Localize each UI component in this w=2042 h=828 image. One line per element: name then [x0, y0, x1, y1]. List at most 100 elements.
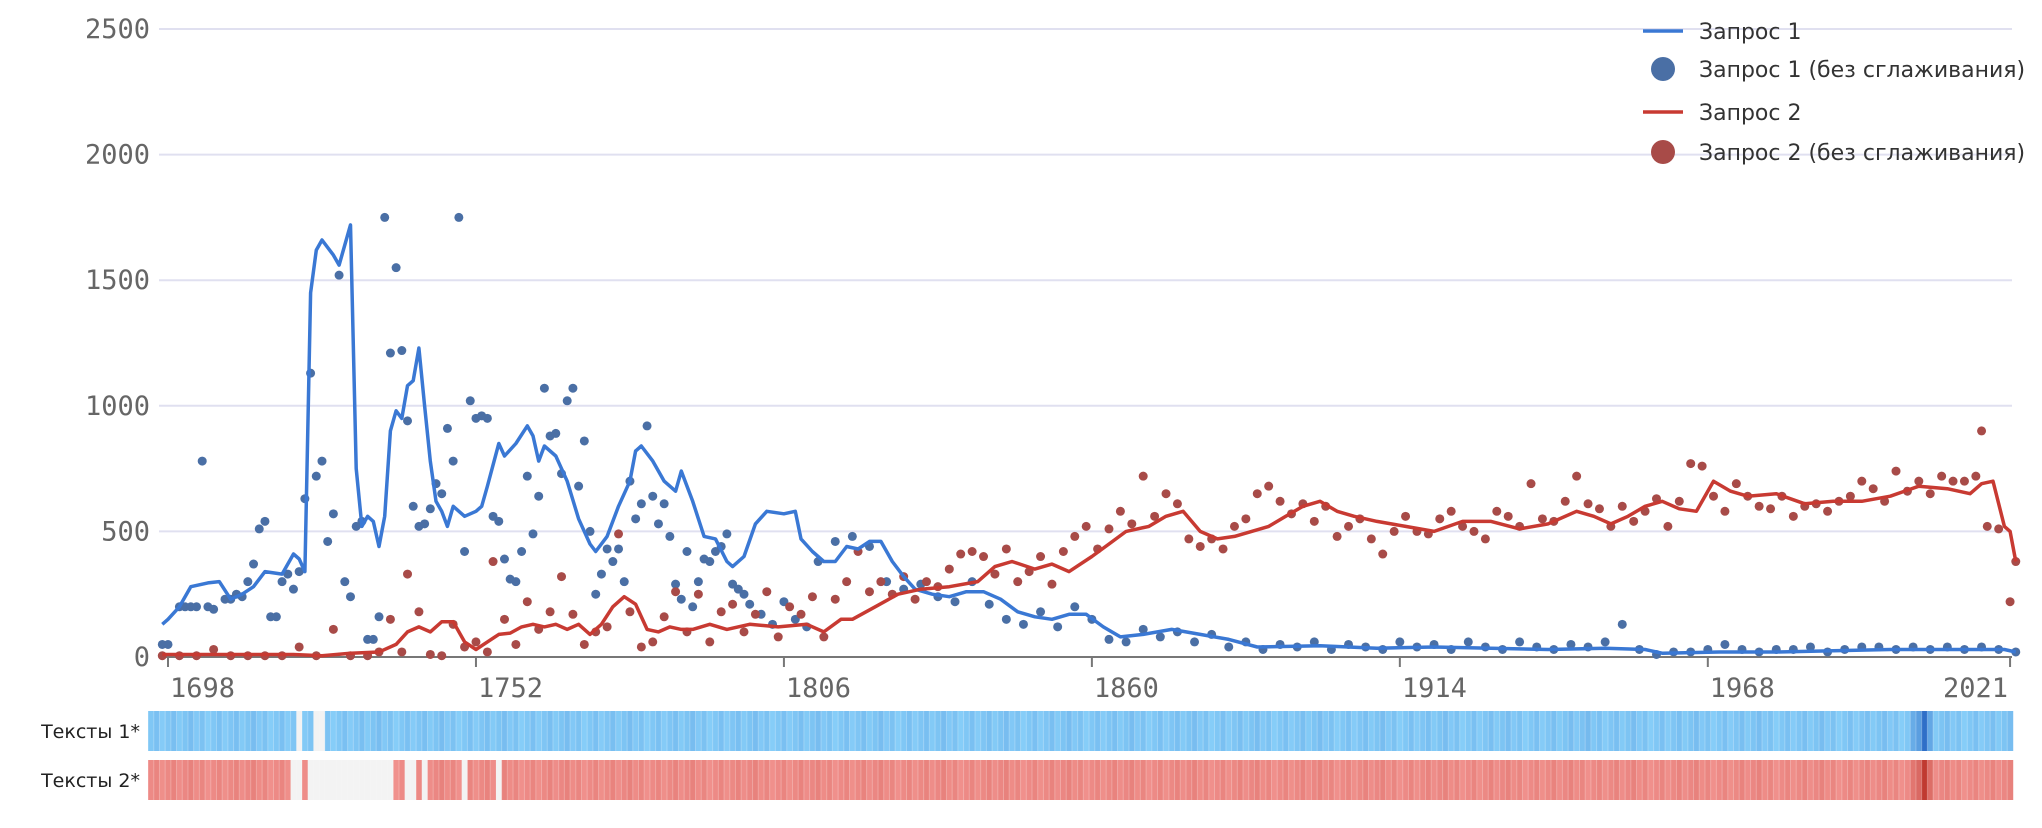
data-point-q1	[1395, 637, 1405, 647]
heatmap-cell	[153, 760, 160, 800]
heatmap-cell	[1659, 711, 1666, 751]
heatmap-cell	[1368, 760, 1375, 800]
heatmap-cell	[627, 711, 634, 751]
heatmap-cell	[1579, 760, 1586, 800]
heatmap-cell	[1357, 760, 1364, 800]
data-point-q1	[619, 577, 629, 587]
data-point-q1	[163, 639, 173, 649]
heatmap-cell	[1368, 711, 1375, 751]
heatmap-cell	[1185, 711, 1192, 751]
heatmap-cell-empty	[296, 760, 303, 800]
legend-item-q1-raw[interactable]: Запрос 1 (без сглаживания)	[1651, 57, 2025, 83]
heatmap-cell	[963, 711, 970, 751]
data-point-q1	[1515, 637, 1525, 647]
series-lines	[161, 223, 2018, 658]
data-point-q1	[294, 567, 304, 577]
heatmap-cell	[843, 711, 850, 751]
heatmap-cell	[216, 760, 223, 800]
data-point-q1	[380, 212, 390, 222]
data-point-q1	[340, 577, 350, 587]
heatmap-cell	[689, 711, 696, 751]
data-point-q2	[1868, 484, 1878, 494]
heatmap-cell	[501, 711, 508, 751]
data-point-q2	[1264, 481, 1274, 491]
heatmap-cell	[1813, 760, 1820, 800]
heatmap-cell	[1522, 760, 1529, 800]
heatmap-cell	[1733, 711, 1740, 751]
data-point-q2	[1709, 491, 1719, 501]
heatmap-cell	[1967, 760, 1974, 800]
data-point-q2	[864, 587, 874, 597]
heatmap-cell	[170, 760, 177, 800]
heatmap-cell	[1744, 760, 1751, 800]
heatmap-cell	[1220, 711, 1227, 751]
data-point-q2	[1937, 471, 1947, 481]
heatmap-cell	[1978, 760, 1985, 800]
data-point-q1	[591, 589, 601, 599]
legend-dot-q1	[1651, 57, 1675, 81]
heatmap-cell	[1237, 760, 1244, 800]
data-point-q2	[773, 632, 783, 642]
heatmap-cell	[1225, 760, 1232, 800]
heatmap-cell	[986, 711, 993, 751]
data-point-q2	[1241, 514, 1251, 524]
data-point-q2	[1161, 489, 1171, 499]
heatmap-cell	[1687, 760, 1694, 800]
heatmap-cell	[1568, 760, 1575, 800]
heatmap-cell	[1881, 760, 1888, 800]
heatmap-cell	[912, 760, 919, 800]
legend-item-q1[interactable]: Запрос 1	[1643, 20, 1801, 45]
data-point-q1	[374, 612, 384, 622]
heatmap-cell	[1163, 711, 1170, 751]
heatmap-cell	[1830, 760, 1837, 800]
legend-item-q2[interactable]: Запрос 2	[1643, 101, 1801, 126]
heatmap-cell	[735, 711, 742, 751]
heatmap-cell	[1870, 711, 1877, 751]
heatmap-cell	[182, 711, 189, 751]
heatmap-cell	[1214, 711, 1221, 751]
heatmap-cell	[1248, 760, 1255, 800]
series-line-q2	[162, 479, 2018, 658]
heatmap-cell	[1653, 760, 1660, 800]
data-point-q2	[1731, 479, 1741, 489]
heatmap-cell	[1830, 711, 1837, 751]
data-point-q1	[1190, 637, 1200, 647]
heatmap-cell	[1761, 760, 1768, 800]
legend[interactable]: Запрос 1 Запрос 1 (без сглаживания) Запр…	[1643, 20, 2025, 166]
legend-item-q2-raw[interactable]: Запрос 2 (без сглаживания)	[1651, 140, 2025, 166]
heatmap-cell	[1134, 760, 1141, 800]
heatmap-cell	[1573, 760, 1580, 800]
heatmap-cell-empty	[336, 760, 342, 800]
heatmap-cell	[701, 711, 708, 751]
data-point-q2	[1401, 511, 1411, 521]
data-point-q2	[1446, 506, 1456, 516]
x-tick-label: 1914	[1402, 673, 1467, 704]
heatmap-cell	[1533, 760, 1540, 800]
heatmap-cell-empty	[495, 760, 502, 800]
data-point-q2	[1047, 579, 1057, 589]
heatmap-cell	[1864, 711, 1871, 751]
heatmap-cell	[1203, 711, 1210, 751]
x-tick-label: 1698	[170, 673, 235, 704]
data-point-q2	[876, 577, 886, 587]
heatmap-cell	[1322, 760, 1329, 800]
data-point-q2	[762, 587, 772, 597]
heatmap-cell	[410, 711, 417, 751]
heatmap-cell	[1687, 711, 1694, 751]
heatmap-cell	[433, 760, 440, 800]
data-point-q1	[465, 396, 475, 406]
data-point-q1	[631, 514, 641, 524]
x-axis: 1698 1752 1806 1860 1914 1968 2021	[159, 656, 2012, 704]
heatmap-cell	[1054, 760, 1061, 800]
data-point-q2	[1127, 519, 1137, 529]
heatmap-cell	[1197, 760, 1204, 800]
data-point-q1	[1001, 614, 1011, 624]
heatmap-cell	[244, 760, 251, 800]
heatmap-cell	[1824, 760, 1831, 800]
heatmap-cell	[746, 760, 753, 800]
heatmap-cell	[1288, 760, 1295, 800]
data-point-q1	[243, 577, 253, 587]
heatmap-cell	[518, 711, 525, 751]
heatmap-cell	[244, 711, 251, 751]
